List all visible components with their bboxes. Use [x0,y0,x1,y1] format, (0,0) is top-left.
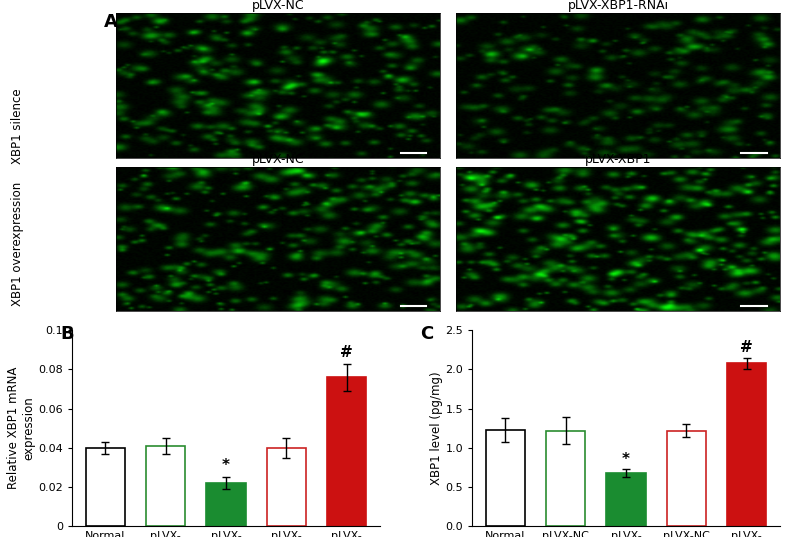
Bar [86,448,125,526]
Y-axis label: XBP1 level (pg/mg): XBP1 level (pg/mg) [430,372,442,485]
Text: *: * [222,459,230,473]
Bar [206,483,246,526]
Bar [727,363,766,526]
Bar [546,431,586,526]
Text: B: B [60,325,74,343]
Text: XBP1 overexpression: XBP1 overexpression [11,182,24,307]
Text: #: # [741,340,753,355]
Text: #: # [340,345,353,360]
Bar [327,378,366,526]
Text: A: A [104,13,118,32]
Title: pLVX-XBP1-RNAi: pLVX-XBP1-RNAi [567,0,669,12]
Y-axis label: Relative XBP1 mRNA
expression: Relative XBP1 mRNA expression [7,367,35,489]
Title: pLVX-NC: pLVX-NC [252,153,304,165]
Text: *: * [622,452,630,467]
Text: C: C [420,325,434,343]
Bar [486,430,525,526]
Bar [606,473,646,526]
Title: pLVX-XBP1: pLVX-XBP1 [585,153,651,165]
Bar [667,431,706,526]
Bar [266,448,306,526]
Title: pLVX-NC: pLVX-NC [252,0,304,12]
Bar [146,446,185,526]
Text: XBP1 silence: XBP1 silence [11,89,24,164]
